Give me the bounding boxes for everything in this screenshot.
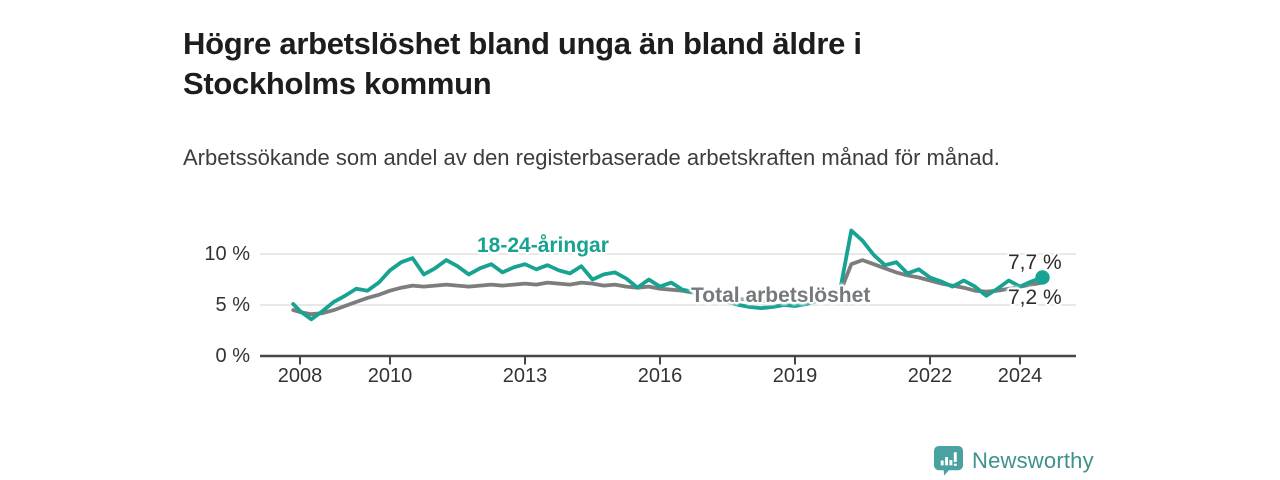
x-tick-label: 2016	[637, 365, 683, 387]
chart-subtitle: Arbetssökande som andel av den registerb…	[183, 145, 1000, 170]
series-line-total	[291, 258, 1045, 317]
series-label-18-24: 18-24-åringar	[477, 234, 609, 257]
x-tick-label: 2022	[907, 365, 953, 387]
series-line-18-24	[291, 228, 1045, 322]
y-tick-label: 0 %	[215, 345, 250, 367]
chart-title: Högre arbetslöshet bland unga än bland ä…	[183, 25, 862, 101]
y-tick-label: 10 %	[204, 243, 250, 265]
x-tick-label: 2010	[367, 365, 413, 387]
newsworthy-logo-text: Newsworthy	[972, 447, 1094, 473]
x-tick-label: 2024	[997, 365, 1043, 387]
x-tick-label: 2013	[502, 365, 548, 387]
series-end-dot	[1035, 270, 1050, 285]
end-value-total: 7,2 %	[1008, 286, 1062, 309]
end-value-18-24: 7,7 %	[1008, 251, 1062, 274]
y-tick-label: 5 %	[215, 294, 250, 316]
series-label-total: Total arbetslöshet	[691, 284, 871, 307]
newsworthy-bar-chart-bubble-icon	[933, 445, 964, 476]
x-tick-label: 2008	[277, 365, 323, 387]
x-tick-label: 2019	[772, 365, 818, 387]
newsworthy-logo[interactable]: Newsworthy	[933, 445, 1094, 476]
